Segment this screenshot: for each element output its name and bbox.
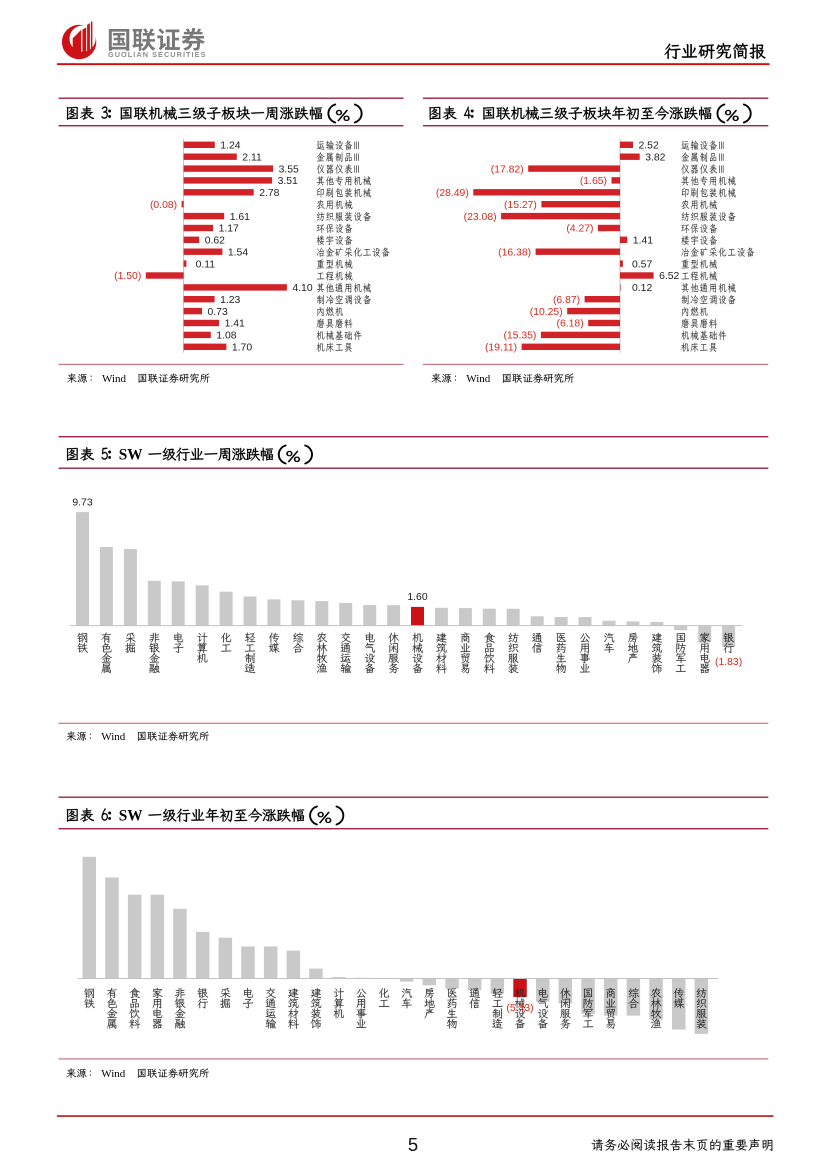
svg-text:1.54: 1.54: [228, 247, 248, 258]
svg-text:1.24: 1.24: [220, 141, 240, 152]
svg-text:1.70: 1.70: [232, 343, 252, 354]
svg-text:3.55: 3.55: [279, 164, 299, 175]
svg-text:3.82: 3.82: [645, 152, 665, 163]
svg-text:(1.50): (1.50): [114, 271, 141, 282]
svg-text:(0.08): (0.08): [150, 200, 177, 211]
svg-text:0.73: 0.73: [208, 307, 228, 318]
svg-text:0.11: 0.11: [196, 259, 216, 270]
svg-text:(6.18): (6.18): [557, 319, 584, 330]
svg-text:Wind: Wind: [466, 373, 490, 385]
svg-text:Wind: Wind: [101, 1068, 125, 1080]
svg-text:Wind: Wind: [102, 373, 126, 385]
svg-text:1.17: 1.17: [219, 224, 239, 235]
svg-text:SW: SW: [119, 807, 144, 824]
svg-text:1.61: 1.61: [230, 212, 250, 223]
svg-text:(1.65): (1.65): [580, 176, 607, 187]
svg-text:(10.25): (10.25): [530, 307, 563, 318]
svg-text:GUOLIAN SECURITIES: GUOLIAN SECURITIES: [108, 52, 207, 59]
svg-text:1.60: 1.60: [407, 592, 427, 603]
svg-text:1.08: 1.08: [216, 331, 236, 342]
svg-text:(15.35): (15.35): [503, 331, 536, 342]
svg-text:2.52: 2.52: [639, 141, 659, 152]
svg-text:(5.43): (5.43): [506, 1003, 533, 1014]
svg-text:(4.27): (4.27): [566, 224, 593, 235]
svg-text:4.10: 4.10: [292, 283, 312, 294]
svg-text:0.57: 0.57: [632, 259, 652, 270]
svg-text:2.11: 2.11: [242, 152, 262, 163]
svg-text:2.78: 2.78: [259, 188, 279, 199]
svg-text:Wind: Wind: [101, 731, 125, 743]
svg-text:5: 5: [408, 1134, 418, 1155]
svg-text:6.52: 6.52: [659, 271, 679, 282]
svg-text:9.73: 9.73: [72, 498, 92, 509]
svg-text:1.41: 1.41: [225, 319, 245, 330]
svg-text:(19.11): (19.11): [485, 343, 517, 354]
svg-text:(28.49): (28.49): [436, 188, 469, 199]
svg-text:(17.82): (17.82): [491, 164, 524, 175]
svg-text:(23.08): (23.08): [464, 212, 497, 223]
svg-text:0.12: 0.12: [632, 283, 652, 294]
svg-text:(16.38): (16.38): [498, 247, 531, 258]
svg-text:1.41: 1.41: [633, 236, 653, 247]
svg-text:SW: SW: [119, 446, 144, 463]
svg-text:3.51: 3.51: [278, 176, 298, 187]
svg-text:1.23: 1.23: [220, 295, 240, 306]
svg-text:(15.27): (15.27): [504, 200, 537, 211]
svg-text:(1.83): (1.83): [715, 657, 742, 668]
svg-text:(6.87): (6.87): [553, 295, 580, 306]
svg-text:0.62: 0.62: [205, 236, 225, 247]
